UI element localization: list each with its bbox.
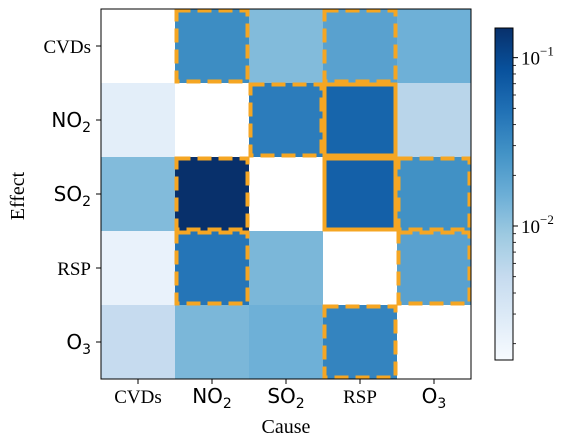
heatmap-cell	[397, 9, 471, 83]
colorbar-tick-label: 10−2	[521, 212, 554, 238]
x-axis-label: Cause	[262, 416, 311, 438]
y-axis-label: Effect	[7, 171, 29, 220]
heatmap-cell	[323, 83, 397, 157]
highlight-box-dashed	[322, 8, 398, 84]
x-tick-label: RSP	[343, 387, 377, 408]
heatmap-cell	[397, 231, 471, 305]
heatmap-cell	[175, 157, 249, 231]
heatmap-cell	[101, 157, 175, 231]
heatmap-cell	[249, 157, 323, 231]
heatmap-cell	[323, 9, 397, 83]
heatmap-cell	[249, 83, 323, 157]
y-tick-label: O3	[66, 330, 91, 358]
heatmap-cell	[323, 231, 397, 305]
y-tick-label: CVDs	[43, 37, 91, 58]
heatmap-cell	[249, 231, 323, 305]
heatmap-cell	[397, 157, 471, 231]
heatmap-cell	[323, 157, 397, 231]
x-tick-label: O3	[422, 384, 447, 412]
highlight-boxes	[174, 8, 472, 380]
colorbar-gradient	[494, 27, 514, 361]
heatmap-cell	[101, 231, 175, 305]
highlight-box-solid	[322, 156, 398, 232]
heatmap-cell	[101, 305, 175, 379]
highlight-box-dashed	[396, 156, 472, 232]
highlight-box-dashed	[174, 156, 250, 232]
y-tick-label: NO2	[51, 108, 91, 136]
highlight-box-dashed	[174, 230, 250, 306]
colorbar: 10−1 10−2	[494, 27, 554, 361]
heatmap-cell	[101, 83, 175, 157]
heatmap-cell	[397, 305, 471, 379]
x-tick-label: NO2	[192, 384, 232, 412]
highlight-box-dashed	[248, 82, 324, 158]
heatmap-cells	[101, 9, 471, 379]
heatmap-cell	[249, 305, 323, 379]
x-axis-ticks: CVDs NO2 SO2 RSP O3	[114, 379, 446, 412]
y-tick-label: RSP	[57, 259, 91, 280]
y-axis-ticks: CVDs NO2 SO2 RSP O3	[43, 37, 101, 358]
heatmap-cell	[397, 83, 471, 157]
highlight-box-dashed	[396, 230, 472, 306]
x-tick-label: CVDs	[114, 387, 162, 408]
heatmap-cell	[101, 9, 175, 83]
heatmap-cell	[323, 305, 397, 379]
heatmap-cell	[175, 83, 249, 157]
heatmap-cell	[249, 9, 323, 83]
highlight-box-dashed	[322, 304, 398, 380]
y-tick-label: SO2	[54, 182, 91, 210]
heatmap-cell	[175, 305, 249, 379]
heatmap-cell	[175, 9, 249, 83]
heatmap-cell	[175, 231, 249, 305]
colorbar-tick-label: 10−1	[521, 44, 554, 70]
highlight-box-dashed	[174, 8, 250, 84]
x-tick-label: SO2	[267, 384, 304, 412]
highlight-box-solid	[322, 82, 398, 158]
